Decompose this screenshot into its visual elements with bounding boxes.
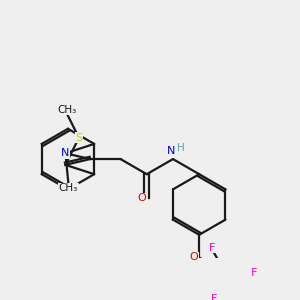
Text: O: O (137, 194, 146, 203)
Text: H: H (177, 143, 184, 153)
Text: CH₃: CH₃ (58, 105, 77, 115)
Text: F: F (209, 243, 215, 253)
Text: F: F (251, 268, 258, 278)
Text: N: N (61, 148, 70, 158)
Text: F: F (211, 294, 217, 300)
Text: O: O (189, 253, 198, 262)
Text: N: N (167, 146, 175, 157)
Text: CH₃: CH₃ (59, 184, 78, 194)
Text: S: S (75, 133, 82, 143)
